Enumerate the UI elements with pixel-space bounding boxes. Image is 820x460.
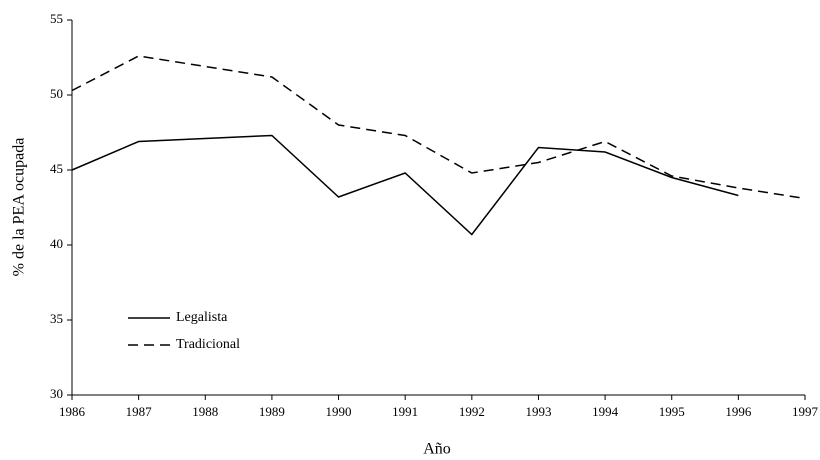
x-tick-label: 1996: [725, 404, 752, 419]
x-tick-label: 1986: [59, 404, 86, 419]
x-tick-label: 1990: [326, 404, 352, 419]
y-tick-label: 50: [50, 86, 63, 101]
legend-label: Legalista: [176, 310, 228, 325]
series-line: [71, 55, 806, 200]
y-tick-label: 55: [50, 11, 63, 26]
y-axis-label: % de la PEA ocupada: [11, 138, 28, 277]
y-tick-label: 45: [50, 161, 63, 176]
x-axis-label: Año: [423, 441, 451, 458]
legend-label: Tradicional: [176, 337, 240, 352]
x-tick-label: 1989: [259, 404, 285, 419]
x-tick-label: 1992: [459, 404, 485, 419]
x-tick-label: 1993: [525, 404, 551, 419]
x-tick-label: 1987: [126, 404, 153, 419]
y-tick-label: 35: [50, 311, 63, 326]
x-tick-label: 1988: [192, 404, 218, 419]
x-tick-label: 1995: [659, 404, 685, 419]
x-tick-label: 1997: [792, 404, 819, 419]
x-tick-label: 1991: [392, 404, 418, 419]
x-tick-label: 1994: [592, 404, 619, 419]
y-tick-label: 30: [50, 386, 63, 401]
series-line: [71, 134, 739, 236]
y-tick-label: 40: [50, 236, 63, 251]
